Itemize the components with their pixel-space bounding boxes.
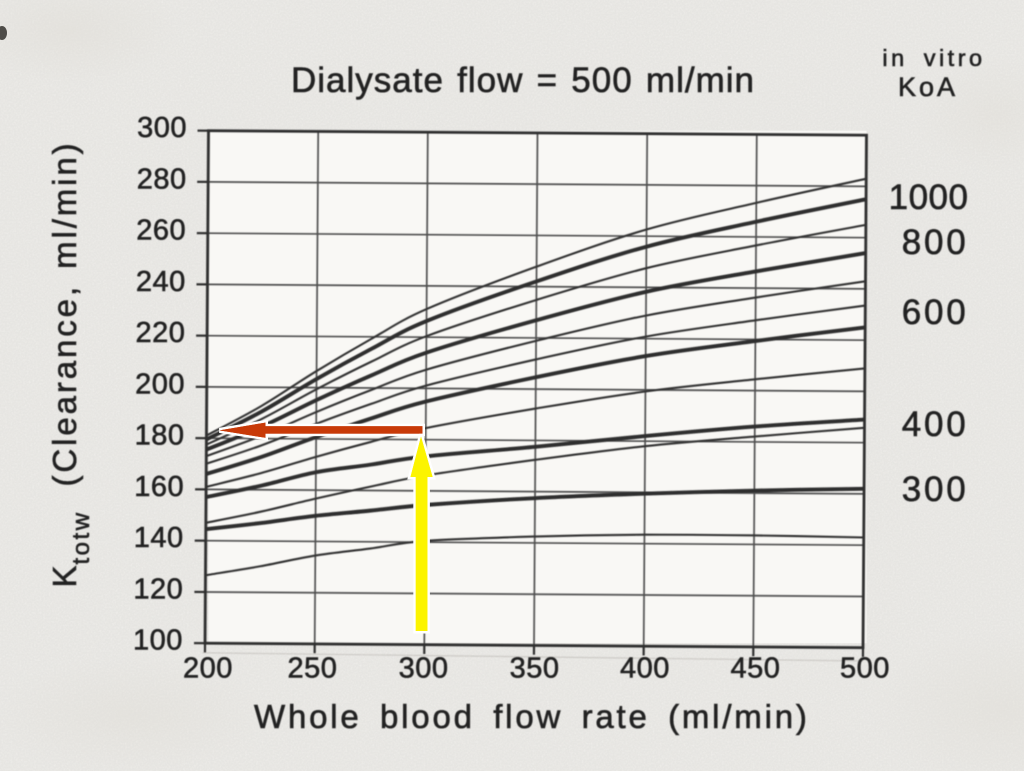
svg-text:140: 140 — [134, 522, 184, 554]
svg-text:160: 160 — [134, 471, 184, 503]
svg-text:180: 180 — [135, 420, 185, 452]
svg-text:800: 800 — [902, 223, 969, 262]
svg-text:300: 300 — [902, 470, 969, 509]
svg-text:280: 280 — [137, 163, 187, 195]
svg-text:200: 200 — [183, 653, 233, 685]
svg-text:200: 200 — [135, 368, 185, 400]
svg-text:600: 600 — [902, 293, 969, 332]
svg-text:250: 250 — [288, 653, 338, 685]
svg-text:300: 300 — [399, 653, 449, 685]
svg-text:450: 450 — [731, 653, 781, 685]
svg-text:KoA: KoA — [898, 72, 958, 102]
svg-text:400: 400 — [902, 405, 969, 444]
svg-text:300: 300 — [137, 112, 187, 144]
svg-text:500: 500 — [840, 653, 890, 685]
svg-text:100: 100 — [133, 625, 183, 657]
svg-text:400: 400 — [620, 653, 670, 685]
svg-text:Dialysate flow = 500 ml/min: Dialysate flow = 500 ml/min — [291, 61, 755, 100]
svg-text:220: 220 — [136, 317, 186, 349]
svg-text:350: 350 — [510, 653, 560, 685]
svg-text:Whole blood flow rate (ml/min): Whole blood flow rate (ml/min) — [254, 698, 810, 735]
svg-text:260: 260 — [136, 215, 186, 247]
svg-text:120: 120 — [133, 574, 183, 606]
svg-text:in vitro: in vitro — [882, 45, 985, 71]
svg-text:1000: 1000 — [889, 178, 969, 217]
svg-text:240: 240 — [136, 266, 186, 298]
